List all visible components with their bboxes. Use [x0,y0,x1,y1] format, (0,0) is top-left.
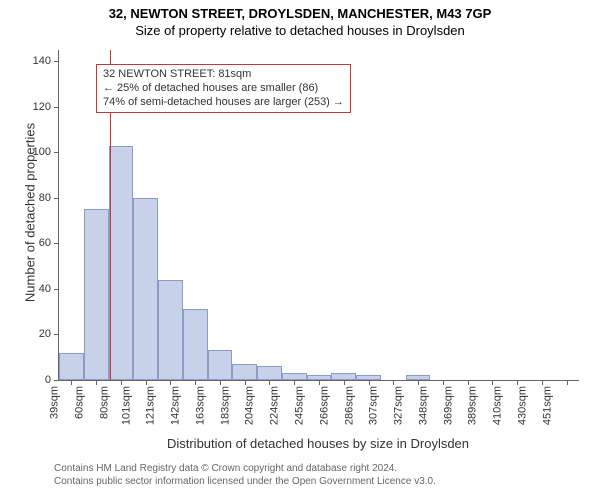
xtick-label: 121sqm [145,386,157,425]
chart-title-2: Size of property relative to detached ho… [0,21,600,38]
ytick-line [54,152,59,153]
xtick-label: 327sqm [392,386,404,425]
xtick-label: 142sqm [170,386,182,425]
ytick-label: 20 [39,328,51,340]
xtick-line [71,380,72,385]
footer-line-1: Contains HM Land Registry data © Crown c… [54,462,436,475]
xtick-line [294,380,295,385]
histogram-bar [158,280,183,380]
xtick-label: 163sqm [194,386,206,425]
xtick-label: 245sqm [293,386,305,425]
xtick-line [492,380,493,385]
footer-line-2: Contains public sector information licen… [54,475,436,488]
ytick-label: 80 [39,192,51,204]
xtick-line [220,380,221,385]
xtick-line [517,380,518,385]
ytick-label: 0 [45,374,51,386]
histogram-bar [208,350,233,380]
xtick-label: 80sqm [98,386,110,419]
chart-title-1: 32, NEWTON STREET, DROYLSDEN, MANCHESTER… [0,0,600,21]
ytick-label: 60 [39,237,51,249]
ytick-label: 140 [33,55,51,67]
xtick-label: 204sqm [244,386,256,425]
xtick-label: 430sqm [516,386,528,425]
ytick-line [54,61,59,62]
xtick-line [393,380,394,385]
xtick-line [121,380,122,385]
xtick-label: 389sqm [467,386,479,425]
xtick-line [418,380,419,385]
footer-text: Contains HM Land Registry data © Crown c… [54,462,436,488]
xtick-label: 224sqm [269,386,281,425]
xtick-line [369,380,370,385]
xtick-line [245,380,246,385]
x-axis-label: Distribution of detached houses by size … [58,436,578,451]
xtick-line [96,380,97,385]
ytick-line [54,107,59,108]
histogram-bar [133,198,158,380]
xtick-label: 60sqm [74,386,86,419]
xtick-line [468,380,469,385]
xtick-label: 451sqm [541,386,553,425]
xtick-label: 286sqm [343,386,355,425]
annotation-box: 32 NEWTON STREET: 81sqm ← 25% of detache… [96,64,351,113]
xtick-line [269,380,270,385]
xtick-label: 348sqm [417,386,429,425]
ytick-line [54,334,59,335]
histogram-bar [183,309,208,380]
y-axis-label: Number of detached properties [23,103,38,323]
ytick-line [54,380,59,381]
xtick-label: 410sqm [492,386,504,425]
xtick-line [146,380,147,385]
chart-container: 32, NEWTON STREET, DROYLSDEN, MANCHESTER… [0,0,600,500]
xtick-line [542,380,543,385]
xtick-line [443,380,444,385]
ytick-line [54,289,59,290]
annotation-line-2: ← 25% of detached houses are smaller (86… [103,82,344,96]
histogram-bar [232,364,257,380]
xtick-label: 101sqm [120,386,132,425]
xtick-label: 369sqm [442,386,454,425]
histogram-bar [257,366,282,380]
ytick-label: 40 [39,283,51,295]
annotation-line-3: 74% of semi-detached houses are larger (… [103,96,344,110]
histogram-bar [109,146,134,380]
xtick-label: 307sqm [368,386,380,425]
xtick-line [170,380,171,385]
ytick-line [54,198,59,199]
xtick-label: 266sqm [318,386,330,425]
xtick-label: 183sqm [219,386,231,425]
annotation-line-1: 32 NEWTON STREET: 81sqm [103,68,344,82]
histogram-bar [59,353,84,380]
histogram-bar [282,373,307,380]
ytick-line [54,243,59,244]
xtick-label: 39sqm [49,386,61,419]
xtick-line [319,380,320,385]
xtick-line [344,380,345,385]
xtick-line [567,380,568,385]
histogram-bar [331,373,356,380]
xtick-line [195,380,196,385]
histogram-bar [84,209,109,380]
